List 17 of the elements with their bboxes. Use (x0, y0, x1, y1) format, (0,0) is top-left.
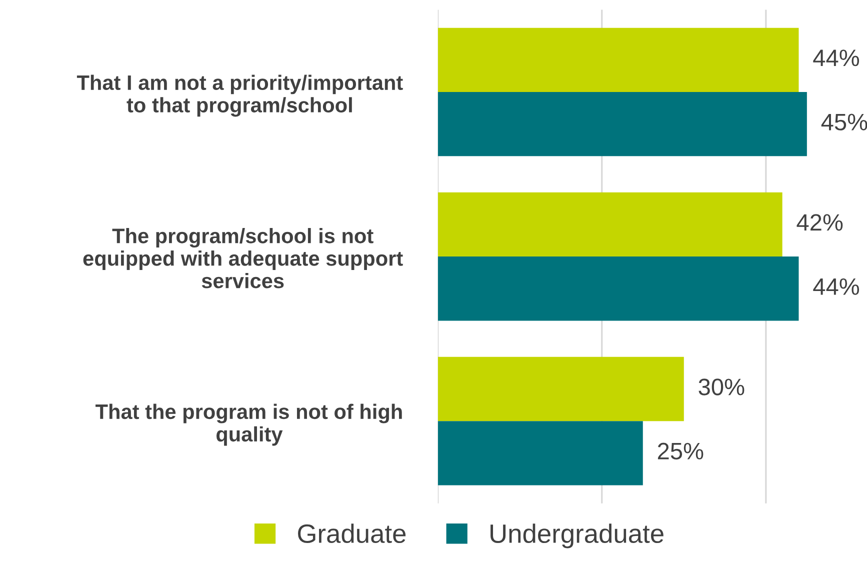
bar (438, 92, 807, 156)
legend-label: Graduate (298, 524, 406, 544)
bar (438, 356, 684, 422)
data-label: 44% (813, 50, 860, 66)
y-tick-label: That I am not a priority/important to that program/school (76, 74, 403, 117)
y-tick-label: That the program is not of high quality (96, 404, 402, 446)
data-label: 44% (813, 278, 860, 295)
bar (438, 256, 799, 321)
bar (438, 421, 643, 486)
data-label: 25% (658, 442, 704, 460)
bar (438, 28, 799, 92)
data-label: 45% (821, 114, 867, 130)
bar (438, 192, 782, 257)
legend-label: Undergraduate (490, 524, 664, 548)
y-tick-label: The program/school is not equipped with adequate support services (83, 228, 403, 288)
data-label: 42% (796, 214, 843, 231)
data-label: 30% (698, 378, 744, 396)
